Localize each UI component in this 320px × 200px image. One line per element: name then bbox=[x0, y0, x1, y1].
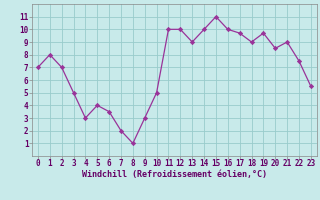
X-axis label: Windchill (Refroidissement éolien,°C): Windchill (Refroidissement éolien,°C) bbox=[82, 170, 267, 179]
